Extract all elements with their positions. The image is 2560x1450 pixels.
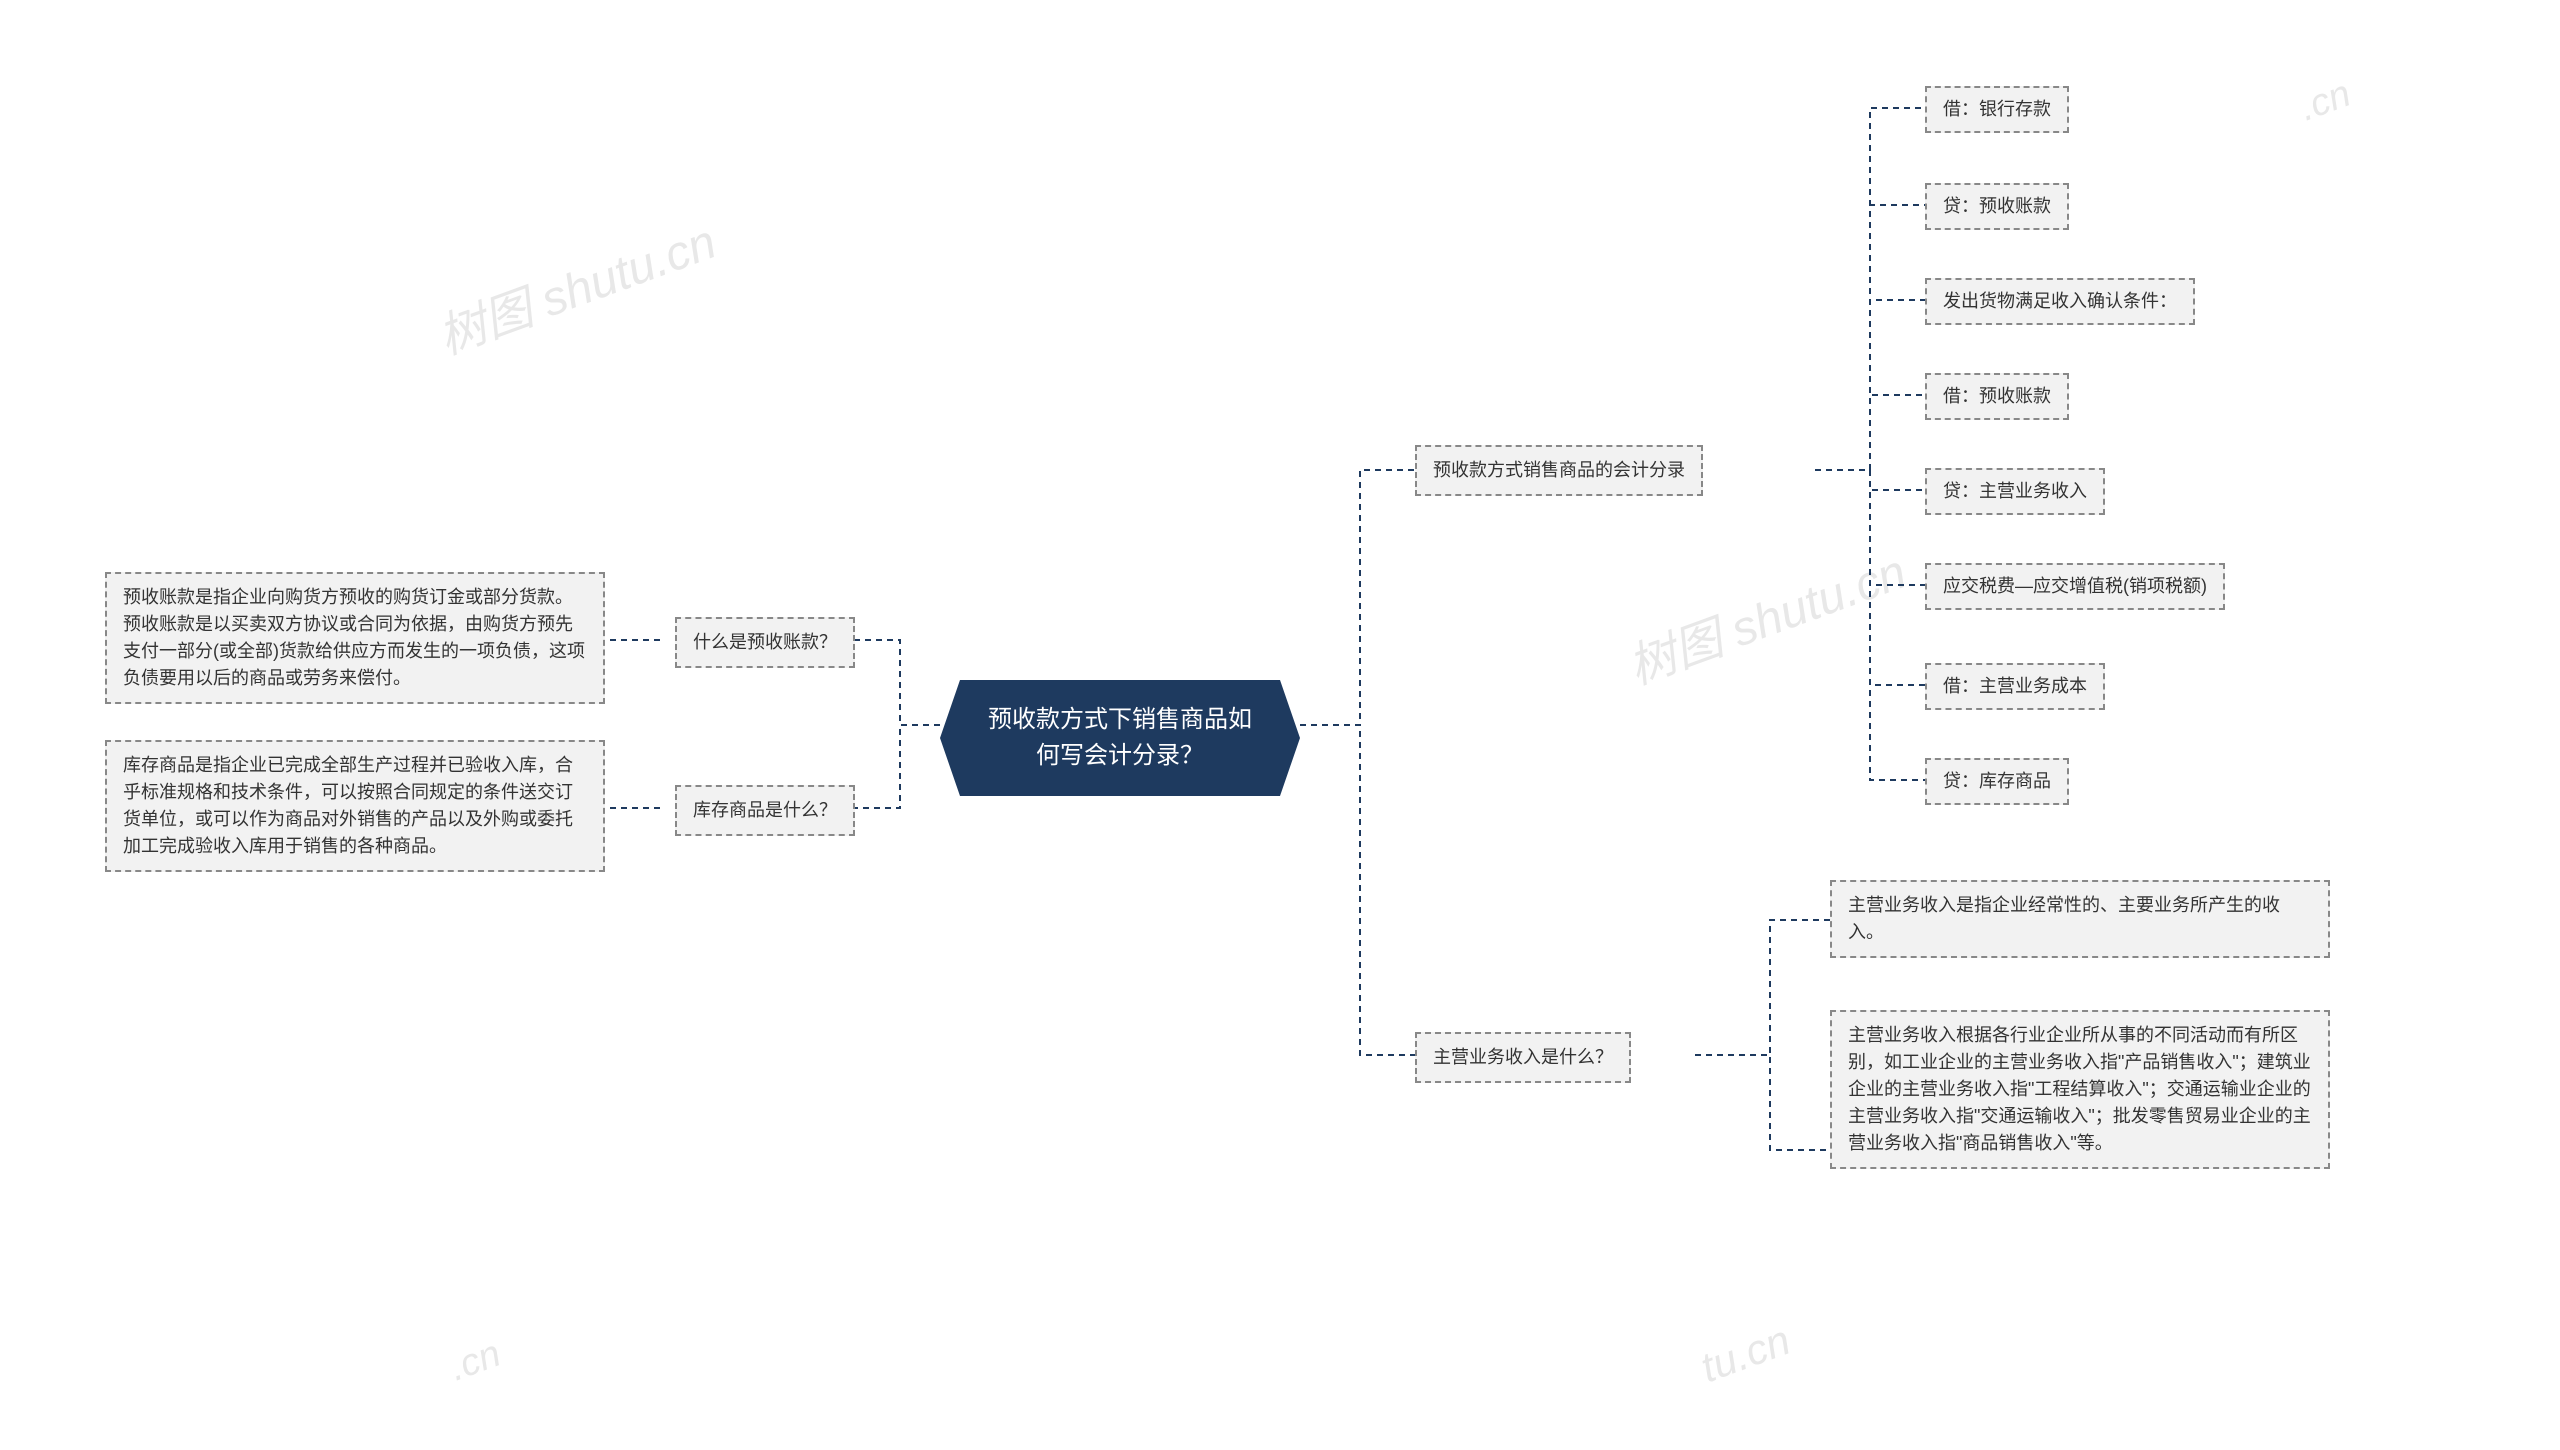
center-line2: 何写会计分录？: [1036, 742, 1204, 769]
right-r1-text: 预收款方式销售商品的会计分录: [1433, 460, 1685, 480]
right-r2-label: 主营业务收入是什么？: [1415, 1032, 1631, 1083]
r1-child-6: 借：主营业务成本: [1925, 663, 2105, 710]
r1-child-0-text: 借：银行存款: [1943, 99, 2051, 119]
r1-child-1-text: 贷：预收账款: [1943, 196, 2051, 216]
r1-child-0: 借：银行存款: [1925, 86, 2069, 133]
center-node: 预收款方式下销售商品如 何写会计分录？: [940, 680, 1300, 796]
left-q1-label: 什么是预收账款？: [675, 617, 855, 668]
r1-child-7: 贷：库存商品: [1925, 758, 2069, 805]
left-q1-text: 什么是预收账款？: [693, 632, 837, 652]
left-q2-detail-text: 库存商品是指企业已完成全部生产过程并已验收入库，合乎标准规格和技术条件，可以按照…: [123, 755, 573, 856]
r1-child-5: 应交税费—应交增值税(销项税额): [1925, 563, 2225, 610]
r1-child-6-text: 借：主营业务成本: [1943, 676, 2087, 696]
r1-child-4-text: 贷：主营业务收入: [1943, 481, 2087, 501]
r1-child-2-text: 发出货物满足收入确认条件：: [1943, 291, 2177, 311]
r1-child-3-text: 借：预收账款: [1943, 386, 2051, 406]
left-q2-text: 库存商品是什么？: [693, 800, 837, 820]
r1-child-2: 发出货物满足收入确认条件：: [1925, 278, 2195, 325]
r1-child-1: 贷：预收账款: [1925, 183, 2069, 230]
r2-child-1: 主营业务收入根据各行业企业所从事的不同活动而有所区别，如工业企业的主营业务收入指…: [1830, 1010, 2330, 1169]
left-q2-detail: 库存商品是指企业已完成全部生产过程并已验收入库，合乎标准规格和技术条件，可以按照…: [105, 740, 605, 872]
right-r2-text: 主营业务收入是什么？: [1433, 1047, 1613, 1067]
left-q1-detail-text: 预收账款是指企业向购货方预收的购货订金或部分货款。预收账款是以买卖双方协议或合同…: [123, 587, 585, 688]
left-q2-label: 库存商品是什么？: [675, 785, 855, 836]
r1-child-3: 借：预收账款: [1925, 373, 2069, 420]
right-r1-label: 预收款方式销售商品的会计分录: [1415, 445, 1703, 496]
r2-child-0: 主营业务收入是指企业经常性的、主要业务所产生的收入。: [1830, 880, 2330, 958]
r1-child-7-text: 贷：库存商品: [1943, 771, 2051, 791]
center-line1: 预收款方式下销售商品如: [988, 706, 1252, 733]
r2-child-0-text: 主营业务收入是指企业经常性的、主要业务所产生的收入。: [1848, 895, 2280, 942]
r2-child-1-text: 主营业务收入根据各行业企业所从事的不同活动而有所区别，如工业企业的主营业务收入指…: [1848, 1025, 2311, 1153]
r1-child-4: 贷：主营业务收入: [1925, 468, 2105, 515]
left-q1-detail: 预收账款是指企业向购货方预收的购货订金或部分货款。预收账款是以买卖双方协议或合同…: [105, 572, 605, 704]
r1-child-5-text: 应交税费—应交增值税(销项税额): [1943, 576, 2207, 596]
